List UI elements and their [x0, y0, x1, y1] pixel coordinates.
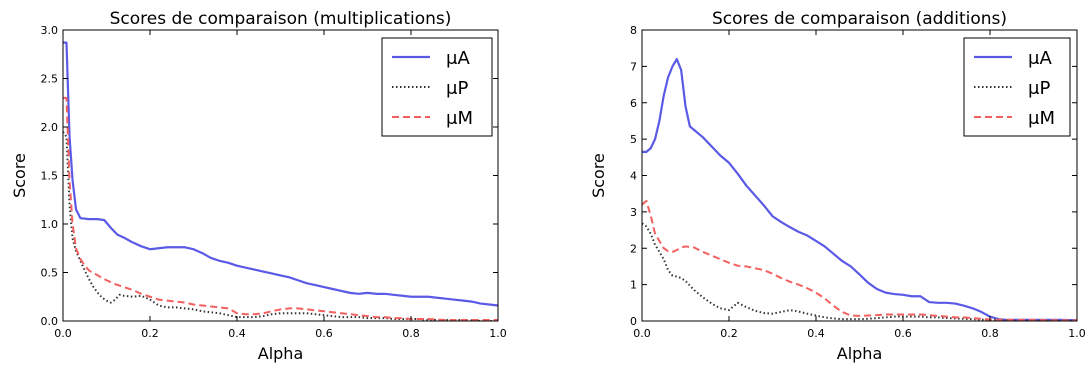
x-tick-label: 1.0 — [1068, 327, 1086, 340]
y-tick-label: 0 — [630, 315, 637, 328]
x-tick-label: 0.8 — [402, 327, 420, 340]
y-tick-label: 5 — [630, 133, 637, 146]
y-tick-label: 1.0 — [41, 218, 59, 231]
legend: μA μP μM — [963, 37, 1071, 137]
y-tick-label: 6 — [630, 97, 637, 110]
legend: μA μP μM — [381, 37, 493, 137]
x-tick-label: 0.6 — [894, 327, 912, 340]
x-tick-label: 0.2 — [720, 327, 738, 340]
series-line-2 — [642, 222, 1077, 321]
x-tick-label: 0.0 — [633, 327, 651, 340]
x-tick-label: 0.4 — [228, 327, 246, 340]
y-tick-label: 1.5 — [41, 170, 59, 183]
chart-1: Scores de comparaison (multiplications) A… — [10, 9, 507, 363]
x-tick-label: 1.0 — [489, 327, 507, 340]
legend-label-1: μA — [1028, 48, 1052, 69]
series-line-2 — [63, 131, 498, 321]
y-axis-label: Score — [10, 153, 29, 198]
legend-frame — [963, 37, 1071, 137]
y-tick-label: 7 — [630, 60, 637, 73]
y-tick-label: 1 — [630, 279, 637, 292]
legend-label-3: μM — [446, 108, 473, 129]
y-tick-label: 4 — [630, 170, 637, 183]
y-tick-label: 3.0 — [41, 24, 59, 37]
y-tick-label: 2.0 — [41, 121, 59, 134]
chart-2: Scores de comparaison (additions) Alpha Sc… — [589, 9, 1086, 363]
x-tick-label: 0.2 — [141, 327, 159, 340]
series-line-1 — [642, 58, 1077, 321]
legend-label-1: μA — [446, 48, 470, 69]
x-tick-label: 0.0 — [54, 327, 72, 340]
y-tick-label: 0.0 — [41, 315, 59, 328]
series-line-3 — [642, 199, 1077, 321]
y-tick-label: 8 — [630, 24, 637, 37]
legend-label-2: μP — [446, 78, 468, 99]
y-tick-label: 0.5 — [41, 267, 59, 280]
x-tick-label: 0.6 — [315, 327, 333, 340]
x-tick-label: 0.4 — [807, 327, 825, 340]
legend-label-3: μM — [1028, 108, 1055, 129]
y-tick-label: 2.5 — [41, 73, 59, 86]
chart-title: Scores de comparaison (multiplications) — [110, 9, 452, 29]
series-line-1 — [63, 41, 498, 307]
legend-frame — [381, 37, 493, 137]
y-axis-label: Score — [589, 153, 608, 198]
x-axis-label: Alpha — [258, 344, 304, 363]
chart-title: Scores de comparaison (additions) — [712, 9, 1007, 29]
x-axis-label: Alpha — [837, 344, 883, 363]
y-tick-label: 3 — [630, 206, 637, 219]
series-line-3 — [63, 96, 498, 321]
y-tick-label: 2 — [630, 242, 637, 255]
legend-label-2: μP — [1028, 78, 1050, 99]
x-tick-label: 0.8 — [981, 327, 999, 340]
